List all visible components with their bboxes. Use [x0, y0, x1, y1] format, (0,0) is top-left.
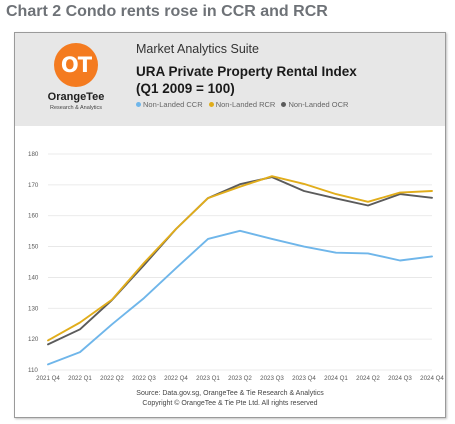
y-tick-label: 170: [28, 182, 39, 189]
y-tick-label: 130: [28, 305, 39, 312]
y-tick-label: 180: [28, 151, 39, 158]
legend-item-ocr: Non-Landed OCR: [281, 100, 348, 109]
x-tick-label: 2021 Q4: [36, 375, 60, 382]
line-chart-plot: 110 120 130 140 150 160 170 180 2021 Q4 2022 Q1 20…: [28, 151, 444, 382]
x-tick-label: 2023 Q1: [196, 375, 220, 382]
legend-label-rcr: Non-Landed RCR: [215, 100, 276, 109]
series-line-non-landed-ccr: [47, 229, 433, 366]
legend-label-ccr: Non-Landed CCR: [143, 100, 203, 109]
legend-label-ocr: Non-Landed OCR: [288, 100, 349, 109]
x-tick-label: 2024 Q3: [388, 375, 412, 382]
series-line-non-landed-rcr: [47, 175, 433, 342]
x-tick-label: 2023 Q2: [228, 375, 252, 382]
x-tick-label: 2024 Q4: [420, 375, 444, 382]
copyright-line: Copyright © OrangeTee & Tie Pte Ltd. All…: [142, 400, 318, 407]
legend-item-rcr: Non-Landed RCR: [208, 100, 276, 109]
legend-swatch-ocr: [281, 101, 287, 107]
x-tick-label: 2022 Q4: [164, 375, 188, 382]
suite-name: Market Analytics Suite: [136, 42, 259, 56]
y-tick-label: 160: [28, 213, 39, 220]
x-tick-label: 2023 Q3: [260, 375, 284, 382]
legend-item-ccr: Non-Landed CCR: [136, 100, 203, 109]
y-tick-label: 110: [28, 367, 38, 374]
y-tick-label: 120: [28, 336, 39, 343]
brand-name: OrangeTee: [47, 91, 105, 103]
y-tick-label: 150: [28, 244, 39, 251]
x-tick-label: 2022 Q3: [132, 375, 156, 382]
brand-subtitle: Research & Analytics: [50, 105, 102, 111]
chart-title: URA Private Property Rental Index (Q1 20…: [136, 63, 357, 97]
chart-title-line1: URA Private Property Rental Index: [136, 64, 357, 79]
x-tick-label: 2022 Q2: [100, 375, 124, 382]
legend-swatch-ccr: [136, 101, 141, 107]
chart-source: Source: Data.gov.sg, OrangeTee & Tie Res…: [15, 389, 445, 409]
x-tick-label: 2023 Q4: [292, 375, 316, 382]
x-tick-label: 2024 Q1: [324, 375, 348, 382]
chart-title-line2: (Q1 2009 = 100): [136, 81, 235, 96]
y-tick-label: 140: [28, 274, 39, 281]
orangetee-logo: OT: [54, 43, 98, 87]
x-tick-label: 2024 Q2: [356, 375, 380, 382]
series-line-non-landed-ocr: [47, 176, 433, 346]
chart-card: OT OrangeTee Research & Analytics Market…: [14, 32, 446, 418]
chart-legend: Non-Landed CCR Non-Landed RCR Non-Landed…: [136, 100, 352, 109]
source-line: Source: Data.gov.sg, OrangeTee & Tie Res…: [136, 390, 324, 397]
logo-letters: OT: [60, 53, 92, 77]
legend-swatch-rcr: [208, 101, 214, 107]
x-tick-label: 2022 Q1: [68, 375, 92, 382]
page-heading: Chart 2 Condo rents rose in CCR and RCR: [6, 3, 328, 20]
